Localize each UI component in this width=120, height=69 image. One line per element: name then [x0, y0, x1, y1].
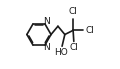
- Text: Cl: Cl: [69, 7, 78, 16]
- Text: Cl: Cl: [86, 26, 94, 35]
- Text: N: N: [43, 43, 50, 52]
- Text: HO: HO: [54, 48, 68, 57]
- Text: Cl: Cl: [69, 43, 78, 52]
- Text: N: N: [43, 17, 50, 26]
